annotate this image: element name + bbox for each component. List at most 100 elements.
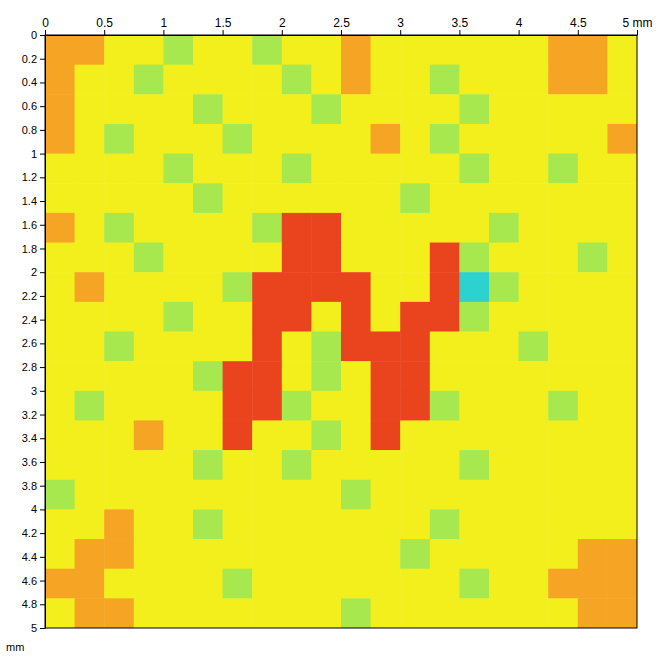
- heat-cell: [400, 332, 430, 362]
- x-tick-mark: [282, 30, 283, 35]
- heat-cell: [578, 124, 608, 154]
- heat-cell: [223, 480, 253, 510]
- heat-cell: [489, 65, 519, 95]
- heat-cell: [45, 332, 75, 362]
- heat-cell: [489, 391, 519, 421]
- heat-cell: [578, 94, 608, 124]
- heat-cell: [400, 598, 430, 628]
- heat-cell: [400, 391, 430, 421]
- heat-cell: [578, 302, 608, 332]
- heat-cell: [578, 509, 608, 539]
- heat-cell: [607, 420, 637, 450]
- heat-cell: [489, 213, 519, 243]
- heat-cell: [400, 361, 430, 391]
- heat-cell: [341, 332, 371, 362]
- heat-cell: [282, 569, 312, 599]
- heat-cell: [252, 213, 282, 243]
- heat-cell: [45, 539, 75, 569]
- heat-cell: [163, 243, 193, 273]
- y-tick: 0.4: [22, 76, 45, 88]
- heat-cell: [607, 302, 637, 332]
- heat-cell: [548, 94, 578, 124]
- y-tick: 4.4: [22, 551, 45, 563]
- heat-cell: [400, 243, 430, 273]
- y-tick-mark: [40, 462, 45, 463]
- heat-cell: [104, 94, 134, 124]
- heat-cell: [223, 569, 253, 599]
- heat-cell: [607, 183, 637, 213]
- heat-cell: [45, 94, 75, 124]
- heat-cell: [371, 243, 401, 273]
- x-tick-mark: [163, 30, 164, 35]
- heat-cell: [489, 124, 519, 154]
- heat-cell: [134, 65, 164, 95]
- heat-cell: [489, 332, 519, 362]
- y-tick-mark: [40, 35, 45, 36]
- heat-cell: [341, 420, 371, 450]
- heat-cell: [607, 154, 637, 184]
- heat-cell: [341, 361, 371, 391]
- heat-cell: [223, 183, 253, 213]
- heat-cell: [519, 480, 549, 510]
- heat-cell: [193, 35, 223, 65]
- heat-cell: [489, 598, 519, 628]
- heat-cell: [607, 35, 637, 65]
- x-tick: 1.5: [215, 16, 232, 35]
- heat-cell: [282, 35, 312, 65]
- heat-cell: [193, 420, 223, 450]
- y-tick-label: 4.4: [22, 551, 37, 563]
- y-tick-label: 0.4: [22, 76, 37, 88]
- heat-cell: [45, 450, 75, 480]
- heat-cell: [519, 94, 549, 124]
- heat-cell: [252, 272, 282, 302]
- heat-cell: [104, 183, 134, 213]
- heat-cell: [400, 539, 430, 569]
- cells: [45, 35, 637, 628]
- heat-cell: [548, 569, 578, 599]
- heat-cell: [430, 302, 460, 332]
- heat-cell: [252, 302, 282, 332]
- y-tick-mark: [40, 106, 45, 107]
- heat-cell: [371, 272, 401, 302]
- heat-cell: [459, 480, 489, 510]
- heat-cell: [104, 124, 134, 154]
- y-tick-mark: [40, 343, 45, 344]
- heat-cell: [223, 213, 253, 243]
- y-tick-label: 1.6: [22, 219, 37, 231]
- heat-cell: [371, 509, 401, 539]
- heat-cell: [459, 391, 489, 421]
- heat-cell: [430, 35, 460, 65]
- x-tick-label: 3: [397, 16, 404, 30]
- heat-cell: [75, 539, 105, 569]
- heat-cell: [341, 35, 371, 65]
- heat-cell: [311, 420, 341, 450]
- y-tick: 3.2: [22, 409, 45, 421]
- heat-cell: [163, 539, 193, 569]
- heat-cell: [548, 183, 578, 213]
- heat-cell: [75, 302, 105, 332]
- y-tick-label: 3.2: [22, 409, 37, 421]
- heat-cell: [578, 569, 608, 599]
- heat-cell: [75, 183, 105, 213]
- heat-cell: [134, 154, 164, 184]
- x-tick-mark: [104, 30, 105, 35]
- heat-cell: [341, 391, 371, 421]
- heat-cell: [252, 569, 282, 599]
- heat-cell: [311, 124, 341, 154]
- y-tick-label: 1: [31, 148, 37, 160]
- heat-cell: [371, 154, 401, 184]
- y-tick: 1: [31, 148, 45, 160]
- heat-cell: [282, 183, 312, 213]
- y-tick: 5: [31, 622, 45, 634]
- heat-cell: [341, 302, 371, 332]
- heat-cell: [193, 124, 223, 154]
- heat-cell: [134, 332, 164, 362]
- x-tick-mark: [578, 30, 579, 35]
- heat-cell: [134, 35, 164, 65]
- heat-cell: [134, 272, 164, 302]
- heat-cell: [223, 154, 253, 184]
- heat-cell: [193, 332, 223, 362]
- heat-cell: [252, 450, 282, 480]
- heat-cell: [311, 243, 341, 273]
- heat-cell: [75, 509, 105, 539]
